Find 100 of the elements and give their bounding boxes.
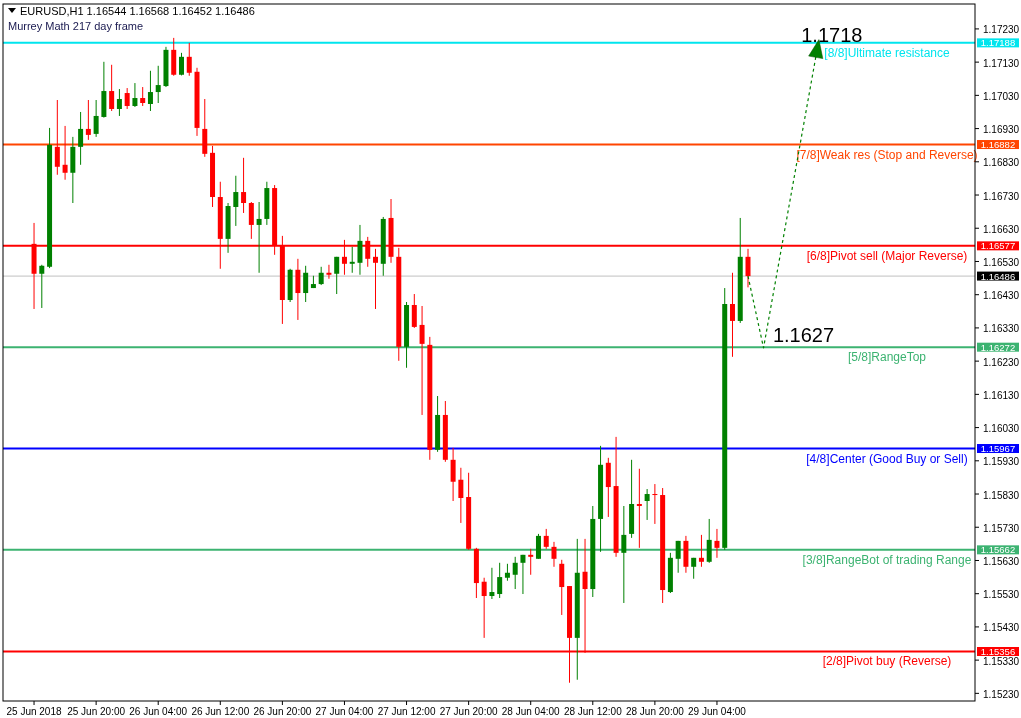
x-tick-label: 26 Jun 20:00 xyxy=(253,706,312,717)
candlestick xyxy=(520,554,526,595)
candlestick xyxy=(349,246,355,274)
y-tick-label: 1.15230 xyxy=(983,688,1020,700)
candlestick xyxy=(78,111,84,166)
candlestick xyxy=(303,265,309,303)
y-tick-label: 1.16577 xyxy=(980,240,1016,252)
ref-line-label: [2/8]Pivot buy (Reverse) xyxy=(822,654,952,669)
candlestick xyxy=(497,562,503,599)
candlestick xyxy=(745,248,751,288)
y-tick-label: 1.16272 xyxy=(980,341,1016,353)
candlestick xyxy=(140,86,146,107)
y-tick-label: 1.16486 xyxy=(980,270,1016,282)
candlestick xyxy=(481,577,487,639)
candlestick xyxy=(147,70,153,112)
y-tick-label: 1.15630 xyxy=(983,555,1020,567)
x-tick-label: 29 Jun 04:00 xyxy=(688,706,747,717)
candlestick xyxy=(714,528,720,559)
y-tick-label: 1.15967 xyxy=(980,443,1016,455)
candlestick xyxy=(186,42,192,77)
x-tick-label: 27 Jun 04:00 xyxy=(315,706,374,717)
candlestick xyxy=(636,468,642,549)
y-tick-label: 1.15356 xyxy=(980,646,1016,657)
y-tick-label: 1.16530 xyxy=(983,256,1020,268)
ref-line-label: [7/8]Weak res (Stop and Reverse) xyxy=(796,147,978,162)
candlestick xyxy=(489,567,495,600)
text: Murrey Math 217 day frame xyxy=(8,20,144,32)
candlestick xyxy=(652,483,658,525)
y-tick-label: 1.15730 xyxy=(983,522,1020,534)
x-tick-label: 28 Jun 20:00 xyxy=(625,706,685,717)
candlestick xyxy=(109,64,115,112)
x-tick-label: 25 Jun 2018 xyxy=(6,706,62,717)
x-tick-label: 28 Jun 12:00 xyxy=(563,706,623,717)
candlestick xyxy=(551,541,557,568)
y-tick-label: 1.17030 xyxy=(983,90,1020,102)
x-tick-label: 27 Jun 12:00 xyxy=(377,706,436,717)
candlestick xyxy=(124,87,130,110)
candlestick xyxy=(621,505,627,604)
candlestick xyxy=(39,264,45,309)
candlestick xyxy=(535,533,541,560)
candlestick xyxy=(295,258,301,321)
y-tick-label: 1.16930 xyxy=(983,124,1020,136)
x-tick-label: 26 Jun 04:00 xyxy=(129,706,188,717)
candlestick xyxy=(85,99,91,141)
candlestick xyxy=(373,248,378,310)
x-tick-label: 28 Jun 04:00 xyxy=(501,706,561,717)
chart-title: EURUSD,H1 1.16544 1.16568 1.16452 1.16486 xyxy=(20,5,255,17)
candlestick xyxy=(543,528,549,550)
y-tick-label: 1.15830 xyxy=(983,489,1020,501)
x-tick-label: 26 Jun 12:00 xyxy=(191,706,250,717)
y-tick-label: 1.16030 xyxy=(983,423,1020,435)
candlestick xyxy=(248,201,254,240)
candlestick xyxy=(62,125,68,181)
ref-line-label: [6/8]Pivot sell (Major Reverse) xyxy=(806,248,968,263)
candlestick xyxy=(334,256,340,295)
y-tick-label: 1.15930 xyxy=(983,456,1020,468)
x-tick-label: 27 Jun 20:00 xyxy=(439,706,498,717)
candlestick xyxy=(318,266,324,286)
y-tick-label: 1.16882 xyxy=(980,139,1016,151)
y-tick-label: 1.15530 xyxy=(983,589,1020,601)
candlestick xyxy=(155,65,161,104)
candlestick xyxy=(116,88,122,117)
candlestick xyxy=(357,224,363,276)
y-tick-label: 1.17188 xyxy=(980,37,1016,49)
candlestick xyxy=(241,157,247,214)
annotation: 1.1627 xyxy=(772,323,835,346)
candlestick xyxy=(256,201,262,274)
annotation: 1.1718 xyxy=(801,23,863,46)
ref-line-label: [8/8]Ultimate resistance xyxy=(824,45,951,60)
y-tick-label: 1.16830 xyxy=(983,157,1020,169)
y-tick-label: 1.16730 xyxy=(983,190,1020,202)
candlestick xyxy=(132,82,138,108)
candlestick xyxy=(54,99,60,176)
candlestick xyxy=(419,305,425,416)
ref-line-label: [4/8]Center (Good Buy or Sell) xyxy=(806,451,968,466)
candlestick xyxy=(706,518,712,564)
candlestick xyxy=(450,447,456,502)
ref-line-label: [3/8]RangeBot of trading Range xyxy=(802,552,972,567)
y-tick-label: 1.17130 xyxy=(983,57,1020,69)
y-tick-label: 1.16130 xyxy=(983,389,1020,401)
candlestick xyxy=(512,556,518,590)
y-tick-label: 1.17230 xyxy=(983,24,1020,36)
candlestick xyxy=(458,467,464,524)
candlestick xyxy=(326,264,332,280)
candlestick xyxy=(729,272,735,358)
y-tick-label: 1.15430 xyxy=(983,622,1020,634)
candlestick xyxy=(233,175,239,227)
x-tick-label: 25 Jun 20:00 xyxy=(67,706,126,717)
y-tick-label: 1.16430 xyxy=(983,290,1020,302)
y-tick-label: 1.16230 xyxy=(983,356,1020,368)
candlestick xyxy=(559,559,565,616)
candlestick xyxy=(528,548,534,576)
candlestick xyxy=(644,488,650,521)
candlestick xyxy=(675,540,681,574)
candlestick xyxy=(698,534,704,568)
y-tick-label: 1.15330 xyxy=(983,655,1020,667)
candlestick xyxy=(411,293,417,329)
y-tick-label: 1.16330 xyxy=(983,323,1020,335)
y-tick-label: 1.15662 xyxy=(980,544,1016,556)
y-tick-label: 1.16630 xyxy=(983,223,1020,235)
